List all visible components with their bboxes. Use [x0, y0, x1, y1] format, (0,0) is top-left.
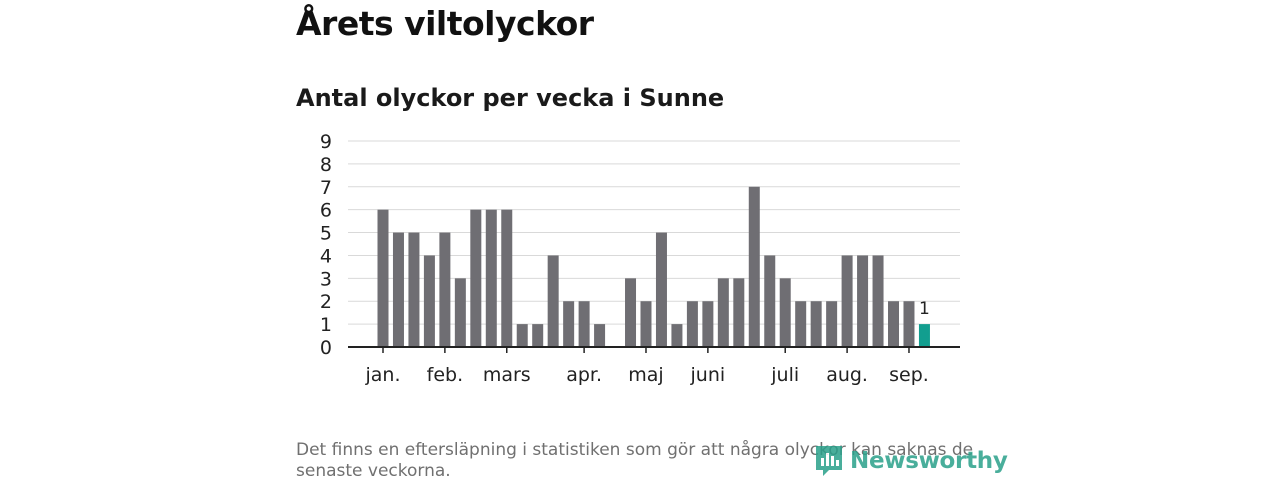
bar	[532, 324, 544, 347]
y-tick-label: 5	[320, 223, 332, 245]
y-tick-label: 9	[320, 131, 332, 153]
x-tick-label: mars	[483, 364, 531, 386]
bar	[408, 232, 420, 347]
bar	[625, 278, 637, 347]
y-tick-label: 0	[320, 337, 332, 359]
bar	[857, 255, 869, 347]
y-tick-label: 3	[320, 268, 332, 290]
x-tick-label: juli	[770, 364, 799, 386]
footnote: Det finns en eftersläpning i statistiken…	[296, 440, 974, 481]
bar	[578, 301, 590, 347]
bar	[392, 232, 404, 347]
bar	[594, 324, 606, 347]
bar	[779, 278, 791, 347]
bar	[903, 301, 915, 347]
bar	[563, 301, 575, 347]
x-tick-label: juni	[690, 364, 726, 386]
bar	[764, 255, 776, 347]
logo-text: Newsworthy	[850, 448, 1008, 474]
bar	[841, 255, 853, 347]
bar	[423, 255, 435, 347]
bar	[501, 209, 513, 347]
bar	[795, 301, 807, 347]
bar	[671, 324, 683, 347]
x-tick-label: feb.	[427, 364, 463, 386]
y-tick-label: 2	[320, 291, 332, 313]
x-tick-label: jan.	[364, 364, 400, 386]
bar	[516, 324, 528, 347]
bar	[686, 301, 698, 347]
y-tick-label: 4	[320, 245, 332, 267]
bar	[377, 209, 389, 347]
bar	[810, 301, 822, 347]
x-tick-label: maj	[628, 364, 663, 386]
y-tick-label: 1	[320, 314, 332, 336]
chart-subtitle: Antal olyckor per vecka i Sunne	[296, 84, 725, 112]
bar	[888, 301, 900, 347]
highlight-bar	[918, 324, 930, 347]
bar	[485, 209, 497, 347]
bar	[640, 301, 652, 347]
bar	[470, 209, 482, 347]
bar	[547, 255, 559, 347]
bar	[748, 186, 760, 347]
bar	[826, 301, 838, 347]
bar	[702, 301, 714, 347]
y-tick-label: 8	[320, 154, 332, 176]
x-tick-label: sep.	[889, 364, 929, 386]
bar	[717, 278, 729, 347]
bar	[733, 278, 745, 347]
x-tick-label: apr.	[566, 364, 602, 386]
newsworthy-logo: Newsworthy	[814, 444, 1008, 478]
x-tick-label: aug.	[826, 364, 868, 386]
data-label: 1	[919, 299, 930, 319]
bar	[655, 232, 667, 347]
y-tick-label: 7	[320, 177, 332, 199]
y-tick-label: 6	[320, 200, 332, 222]
bar	[454, 278, 466, 347]
bar	[439, 232, 451, 347]
chart-title: Årets viltolyckor	[296, 4, 594, 43]
bar	[872, 255, 884, 347]
bar-chart-logo-icon	[816, 446, 842, 476]
